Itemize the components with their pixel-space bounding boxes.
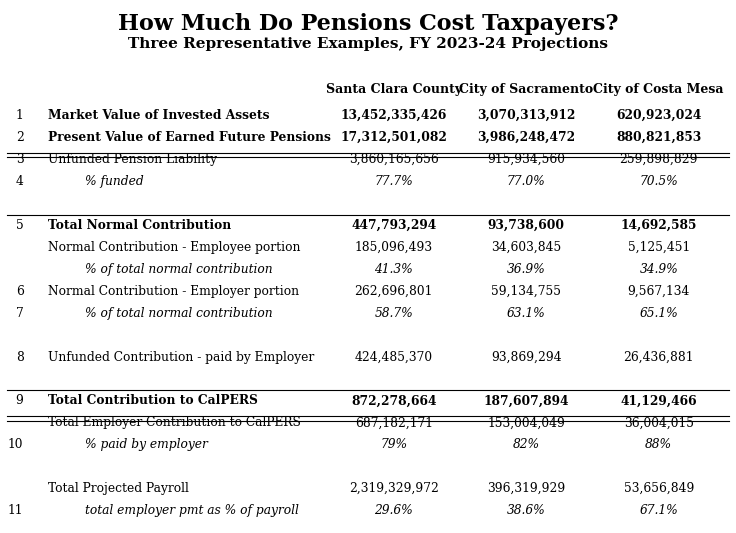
Text: 185,096,493: 185,096,493	[355, 241, 433, 254]
Text: 10: 10	[8, 438, 24, 451]
Text: % of total normal contribution: % of total normal contribution	[85, 306, 272, 320]
Text: How Much Do Pensions Cost Taxpayers?: How Much Do Pensions Cost Taxpayers?	[118, 13, 618, 35]
Text: 82%: 82%	[513, 438, 539, 451]
Text: City of Sacramento: City of Sacramento	[459, 83, 593, 95]
Text: 3: 3	[15, 153, 24, 166]
Text: 396,319,929: 396,319,929	[487, 482, 565, 495]
Text: 3,860,165,656: 3,860,165,656	[349, 153, 439, 166]
Text: 88%: 88%	[645, 438, 672, 451]
Text: Three Representative Examples, FY 2023-24 Projections: Three Representative Examples, FY 2023-2…	[128, 37, 608, 51]
Text: 59,134,755: 59,134,755	[491, 285, 562, 298]
Text: 6: 6	[15, 285, 24, 298]
Text: 3,986,248,472: 3,986,248,472	[477, 131, 576, 144]
Text: 34.9%: 34.9%	[640, 263, 678, 276]
Text: 17,312,501,082: 17,312,501,082	[340, 131, 447, 144]
Text: 620,923,024: 620,923,024	[616, 109, 701, 122]
Text: 29.6%: 29.6%	[375, 504, 413, 517]
Text: Present Value of Earned Future Pensions: Present Value of Earned Future Pensions	[48, 131, 330, 144]
Text: 63.1%: 63.1%	[507, 306, 545, 320]
Text: 70.5%: 70.5%	[640, 175, 678, 188]
Text: 67.1%: 67.1%	[640, 504, 678, 517]
Text: 5,125,451: 5,125,451	[628, 241, 690, 254]
Text: 872,278,664: 872,278,664	[351, 394, 436, 407]
Text: 8: 8	[15, 351, 24, 364]
Text: 187,607,894: 187,607,894	[484, 394, 569, 407]
Text: Total Projected Payroll: Total Projected Payroll	[48, 482, 188, 495]
Text: 58.7%: 58.7%	[375, 306, 413, 320]
Text: Unfunded Pension Liability: Unfunded Pension Liability	[48, 153, 217, 166]
Text: 77.7%: 77.7%	[375, 175, 413, 188]
Text: 262,696,801: 262,696,801	[355, 285, 433, 298]
Text: 447,793,294: 447,793,294	[351, 219, 436, 232]
Text: 687,182,171: 687,182,171	[355, 416, 433, 430]
Text: % of total normal contribution: % of total normal contribution	[85, 263, 272, 276]
Text: 65.1%: 65.1%	[640, 306, 678, 320]
Text: Unfunded Contribution - paid by Employer: Unfunded Contribution - paid by Employer	[48, 351, 314, 364]
Text: 9,567,134: 9,567,134	[628, 285, 690, 298]
Text: 26,436,881: 26,436,881	[623, 351, 694, 364]
Text: Total Employer Contribution to CalPERS: Total Employer Contribution to CalPERS	[48, 416, 301, 430]
Text: 41.3%: 41.3%	[375, 263, 413, 276]
Text: 3,070,313,912: 3,070,313,912	[477, 109, 576, 122]
Text: 93,738,600: 93,738,600	[488, 219, 565, 232]
Text: 11: 11	[8, 504, 24, 517]
Text: 93,869,294: 93,869,294	[491, 351, 562, 364]
Text: 34,603,845: 34,603,845	[491, 241, 562, 254]
Text: 2: 2	[15, 131, 24, 144]
Text: total employer pmt as % of payroll: total employer pmt as % of payroll	[85, 504, 299, 517]
Text: 9: 9	[15, 394, 24, 407]
Text: Total Contribution to CalPERS: Total Contribution to CalPERS	[48, 394, 258, 407]
Text: 36.9%: 36.9%	[507, 263, 545, 276]
Text: 1: 1	[15, 109, 24, 122]
Text: 5: 5	[15, 219, 24, 232]
Text: City of Costa Mesa: City of Costa Mesa	[593, 83, 724, 95]
Text: 424,485,370: 424,485,370	[355, 351, 433, 364]
Text: Normal Contribution - Employer portion: Normal Contribution - Employer portion	[48, 285, 299, 298]
Text: Normal Contribution - Employee portion: Normal Contribution - Employee portion	[48, 241, 300, 254]
Text: 2,319,329,972: 2,319,329,972	[349, 482, 439, 495]
Text: 79%: 79%	[381, 438, 407, 451]
Text: 36,004,015: 36,004,015	[623, 416, 694, 430]
Text: 77.0%: 77.0%	[507, 175, 545, 188]
Text: 4: 4	[15, 175, 24, 188]
Text: 38.6%: 38.6%	[507, 504, 545, 517]
Text: 915,934,560: 915,934,560	[487, 153, 565, 166]
Text: % funded: % funded	[85, 175, 144, 188]
Text: 7: 7	[15, 306, 24, 320]
Text: % paid by employer: % paid by employer	[85, 438, 208, 451]
Text: Total Normal Contribution: Total Normal Contribution	[48, 219, 231, 232]
Text: 259,898,829: 259,898,829	[620, 153, 698, 166]
Text: 13,452,335,426: 13,452,335,426	[341, 109, 447, 122]
Text: 41,129,466: 41,129,466	[620, 394, 697, 407]
Text: Santa Clara County: Santa Clara County	[326, 83, 461, 95]
Text: 880,821,853: 880,821,853	[616, 131, 701, 144]
Text: 53,656,849: 53,656,849	[623, 482, 694, 495]
Text: 14,692,585: 14,692,585	[620, 219, 697, 232]
Text: Market Value of Invested Assets: Market Value of Invested Assets	[48, 109, 269, 122]
Text: 153,004,049: 153,004,049	[487, 416, 565, 430]
